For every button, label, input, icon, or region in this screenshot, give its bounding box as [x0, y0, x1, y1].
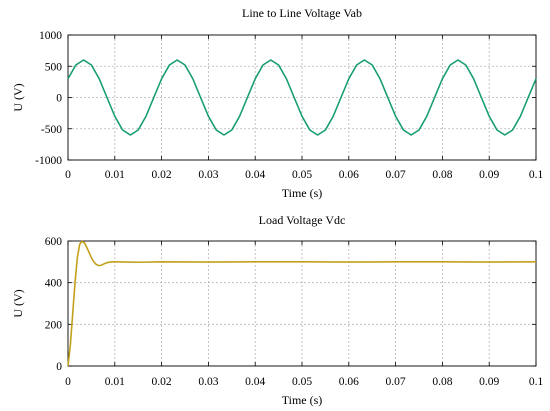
x-tick-label: 0.07 [386, 376, 406, 388]
x-tick-label: 0.09 [479, 376, 499, 388]
y-axis-label: U (V) [11, 83, 25, 111]
x-tick-label: 0 [65, 169, 71, 181]
x-tick-label: 0.08 [432, 376, 452, 388]
x-tick-label: 0.01 [105, 376, 125, 388]
x-tick-label: 0.09 [479, 169, 499, 181]
x-tick-label: 0.07 [386, 169, 406, 181]
y-axis-label: U (V) [11, 289, 25, 317]
y-tick-label: -500 [41, 124, 62, 136]
plot-frame [67, 240, 537, 367]
chart-panel-vab: 0 0.01 0.02 0.03 0.04 0.05 0.06 0.07 0.08 0.09 0.1… [11, 6, 543, 200]
y-tick-label: 600 [45, 236, 63, 248]
x-tick-label: 0.04 [245, 376, 265, 388]
x-tick-label: 0 [65, 376, 71, 388]
x-tick-label: 0.06 [339, 169, 359, 181]
series-line [67, 240, 537, 367]
series-line [67, 59, 537, 136]
x-tick-label: 0.1 [529, 169, 544, 181]
x-tick-label: 0.03 [198, 376, 218, 388]
chart-title: Load Voltage Vdc [259, 213, 346, 227]
x-tick-label: 0.03 [198, 169, 218, 181]
x-axis-label: Time (s) [282, 393, 323, 407]
y-tick-label: 200 [45, 319, 63, 331]
x-tick-label: 0.02 [152, 169, 172, 181]
chart-title: Line to Line Voltage Vab [242, 6, 362, 20]
y-tick-label: 1000 [39, 30, 62, 42]
y-tick-label: 500 [45, 61, 63, 73]
x-tick-label: 0.04 [245, 169, 265, 181]
x-axis-label: Time (s) [282, 186, 323, 200]
x-tick-label: 0.01 [105, 169, 125, 181]
chart-panel-vdc: 0 0.01 0.02 0.03 0.04 0.05 0.06 0.07 0.08 0.09 0.1… [11, 213, 543, 407]
x-tick-label: 0.08 [432, 169, 452, 181]
y-tick-label: 0 [56, 361, 62, 373]
x-tick-label: 0.05 [292, 376, 312, 388]
x-tick-label: 0.1 [529, 376, 544, 388]
y-tick-label: -1000 [35, 155, 62, 167]
y-tick-label: 0 [56, 93, 62, 105]
x-tick-label: 0.05 [292, 169, 312, 181]
y-tick-label: 400 [45, 278, 63, 290]
x-tick-label: 0.02 [152, 376, 172, 388]
x-tick-label: 0.06 [339, 376, 359, 388]
